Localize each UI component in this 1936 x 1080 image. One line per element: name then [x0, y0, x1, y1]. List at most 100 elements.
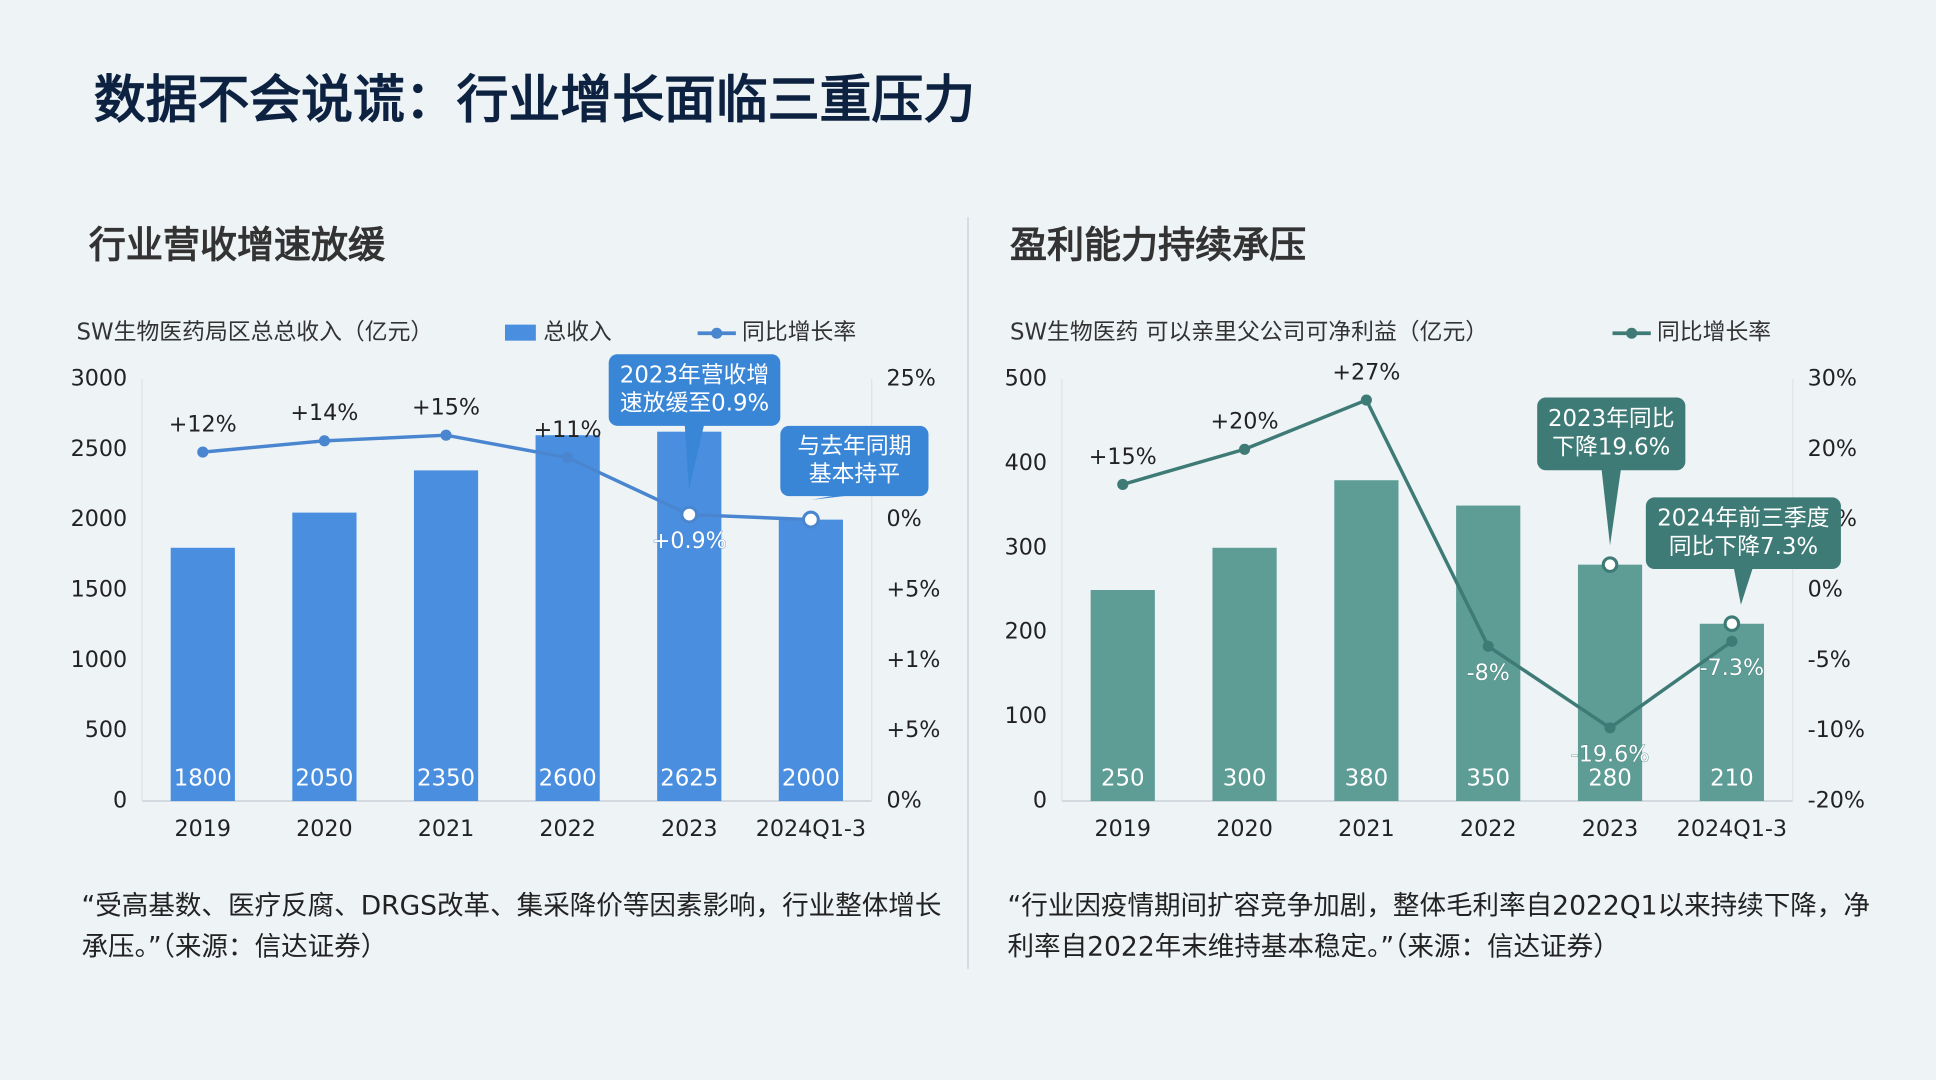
- line-point: [1239, 443, 1251, 455]
- x-tick-label: 2024Q1-3: [1677, 816, 1787, 842]
- legend-label: 同比增长率: [1657, 320, 1771, 346]
- line-value-label: +12%: [169, 411, 237, 437]
- line-value-label: +20%: [1211, 409, 1279, 435]
- y-tick-label: 400: [1005, 450, 1047, 476]
- callout-text: 同比下降7.3%: [1669, 534, 1818, 560]
- y2-tick-label: -5%: [1808, 647, 1851, 673]
- bar: [778, 519, 843, 802]
- y2-tick-label: 0%: [887, 506, 922, 532]
- callout-box: [1645, 497, 1841, 570]
- line-point: [440, 429, 452, 441]
- line-point: [1604, 722, 1616, 734]
- line-value-label: +0.9%: [652, 528, 727, 554]
- line-point: [801, 510, 820, 529]
- line-point: [1117, 478, 1129, 491]
- callout-anchor: [1723, 615, 1741, 633]
- y2-tick-label: 0%: [1808, 576, 1843, 602]
- y-tick-label: 2500: [71, 436, 128, 462]
- x-tick-label: 2019: [1094, 816, 1151, 842]
- bar-value-label: 2050: [295, 765, 353, 791]
- y-tick-label: 500: [1005, 365, 1047, 391]
- line-value-label: -7.3%: [1700, 655, 1764, 681]
- bar-value-label: 2000: [782, 765, 840, 791]
- y2-tick-label: 0%: [887, 788, 922, 814]
- line-value-label: +11%: [534, 417, 602, 443]
- callout-text: 2024年前三季度: [1657, 506, 1829, 532]
- line-point: [197, 446, 209, 458]
- x-tick-label: 2020: [1216, 816, 1273, 842]
- callout-text: 基本持平: [809, 462, 900, 488]
- bar: [1577, 564, 1643, 802]
- bar-value-label: 380: [1345, 765, 1389, 791]
- x-tick-label: 2019: [175, 816, 232, 842]
- chart-title: 盈利能力持续承压: [1010, 223, 1306, 266]
- bar-value-label: 2600: [539, 765, 597, 791]
- line-value-label: -8%: [1467, 660, 1510, 686]
- chart-title: 行业营收增速放缓: [89, 223, 386, 266]
- legend-swatch: [1626, 327, 1638, 339]
- y-tick-label: 500: [85, 717, 127, 743]
- legend-swatch: [711, 327, 723, 339]
- y-tick-label: 0: [113, 788, 127, 814]
- y2-tick-label: +1%: [887, 647, 941, 673]
- line: [202, 433, 811, 522]
- callout-pointer: [684, 423, 705, 491]
- line-point: [1482, 640, 1494, 652]
- line-point: [562, 452, 574, 464]
- line-value-label: +14%: [290, 400, 358, 426]
- bar: [1456, 505, 1521, 802]
- callout-text: 2023年同比: [1548, 406, 1675, 432]
- y-tick-label: 1000: [71, 647, 128, 673]
- bar: [1212, 547, 1277, 802]
- bar: [535, 435, 600, 802]
- bar-value-label: 250: [1101, 765, 1145, 791]
- x-tick-label: 2022: [539, 816, 596, 842]
- x-tick-label: 2022: [1460, 816, 1517, 842]
- x-tick-label: 2021: [418, 816, 475, 842]
- bar: [657, 431, 722, 802]
- x-tick-label: 2020: [296, 816, 353, 842]
- callout-text: 2023年营收增: [620, 362, 769, 388]
- line-value-label: +15%: [412, 395, 480, 421]
- bar-value-label: 2350: [417, 765, 475, 791]
- callout-text: 下降19.6%: [1552, 435, 1670, 461]
- bar-value-label: 350: [1466, 765, 1510, 791]
- bar-value-label: 300: [1223, 765, 1267, 791]
- y2-tick-label: 20%: [1808, 436, 1857, 462]
- line-point: [1360, 394, 1372, 406]
- callout-pointer: [1733, 566, 1754, 605]
- legend-label: 总收入: [543, 320, 611, 346]
- x-tick-label: 2021: [1338, 816, 1395, 842]
- bar-value-label: 2625: [660, 765, 718, 791]
- y2-tick-label: -20%: [1808, 788, 1865, 814]
- line: [1122, 397, 1733, 730]
- y-tick-label: 0: [1033, 788, 1047, 814]
- y-tick-label: 200: [1005, 619, 1047, 645]
- y-tick-label: 2000: [71, 506, 128, 532]
- legend-swatch: [504, 324, 536, 341]
- axis-title: SW生物医药 可以亲里父公司可净利益（亿元）: [1010, 320, 1488, 346]
- y2-tick-label: +5%: [887, 576, 941, 602]
- line-point: [680, 505, 699, 524]
- x-tick-label: 2024Q1-3: [756, 816, 866, 842]
- bar: [1699, 623, 1764, 802]
- callout-box: [1537, 397, 1686, 471]
- bar: [292, 512, 357, 802]
- callout-box: [780, 425, 929, 497]
- callout-text: 与去年同期: [797, 433, 911, 459]
- slide-title: 数据不会说谎：行业增长面临三重压力: [94, 71, 975, 131]
- y2-tick-label: 30%: [1808, 365, 1857, 391]
- bar-value-label: 210: [1710, 765, 1754, 791]
- callout-text: 速放缓至0.9%: [620, 391, 769, 417]
- caption-text: “行业因疫情期间扩容竞争加剧，整体毛利率自2022Q1以来持续下降，净利率自20…: [1007, 891, 1870, 963]
- y-tick-label: 1500: [71, 576, 128, 602]
- line-point: [1726, 635, 1738, 647]
- bar-value-label: 1800: [174, 765, 232, 791]
- axis-title: SW生物医药局区总总收入（亿元）: [77, 320, 434, 346]
- y2-tick-label: +5%: [887, 717, 941, 743]
- line-value-label: +15%: [1089, 444, 1157, 470]
- bar: [1334, 480, 1399, 802]
- bar: [1090, 589, 1155, 802]
- y-tick-label: 300: [1005, 534, 1047, 560]
- caption: “受高基数、医疗反腐、DRGS改革、集采降价等因素影响，行业整体增长承压。”（来…: [81, 891, 941, 963]
